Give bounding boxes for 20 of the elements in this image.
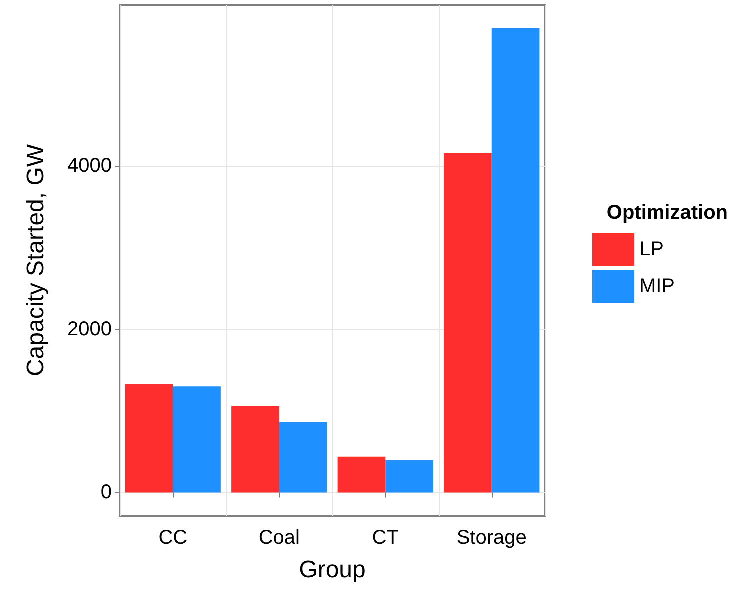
y-tick-label: 4000 [68,155,112,178]
bar [444,153,492,493]
bar [386,460,434,493]
bar [232,406,280,493]
bar [338,456,386,493]
bar [173,386,221,493]
legend-label: MIP [639,276,676,298]
bar [492,28,540,493]
legend-label: LP [639,238,664,260]
bar [279,422,328,493]
y-tick-label: 2000 [68,318,112,340]
x-tick-label: CT [372,527,399,549]
legend-title: Optimization [606,202,728,224]
y-axis-title: Capacity Started, GW [22,144,50,377]
x-tick-label: Coal [258,527,300,549]
y-tick-label: 0 [100,482,112,504]
x-tick-label: CC [158,527,188,549]
x-tick-label: Storage [456,527,527,549]
x-axis-title: Group [299,556,366,584]
bar [125,384,174,493]
